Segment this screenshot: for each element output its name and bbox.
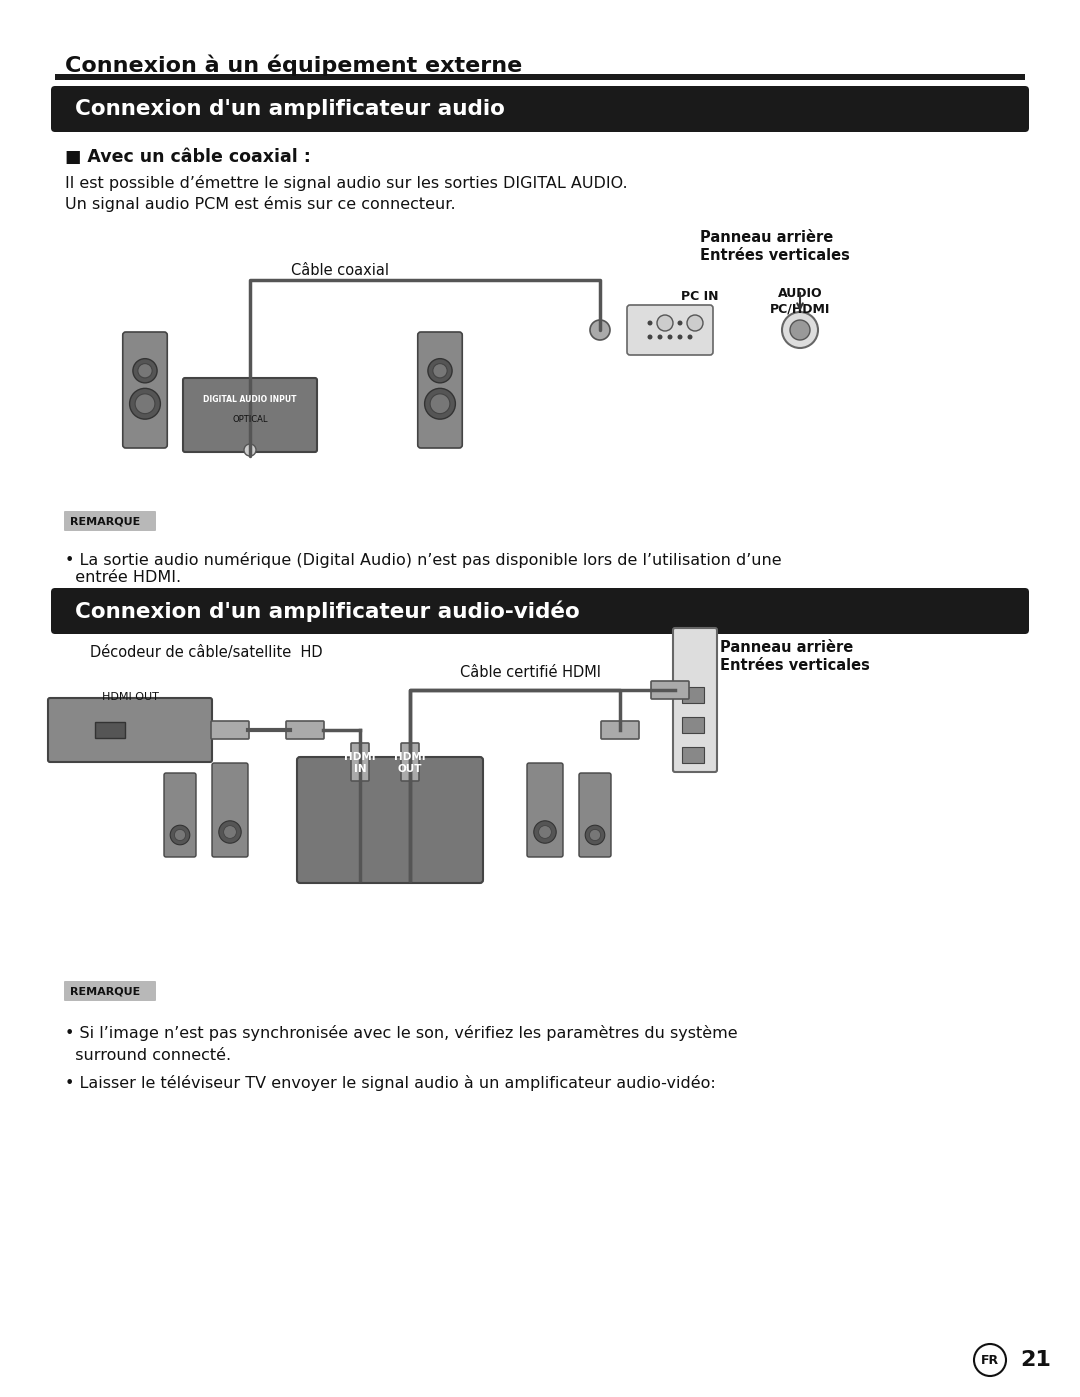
FancyBboxPatch shape bbox=[627, 305, 713, 355]
Circle shape bbox=[424, 388, 456, 419]
Text: Connexion d'un amplificateur audio-vidéo: Connexion d'un amplificateur audio-vidéo bbox=[75, 601, 580, 622]
FancyBboxPatch shape bbox=[401, 743, 419, 781]
Text: Panneau arrière: Panneau arrière bbox=[700, 231, 834, 244]
Text: AUDIO
PC/HDMI: AUDIO PC/HDMI bbox=[770, 286, 831, 314]
Circle shape bbox=[244, 444, 256, 455]
FancyBboxPatch shape bbox=[51, 588, 1029, 634]
Circle shape bbox=[430, 394, 450, 414]
Circle shape bbox=[658, 320, 662, 326]
Text: HDMI OUT: HDMI OUT bbox=[102, 692, 159, 703]
Text: Il est possible d’émettre le signal audio sur les sorties DIGITAL AUDIO.: Il est possible d’émettre le signal audi… bbox=[65, 175, 627, 191]
FancyBboxPatch shape bbox=[211, 721, 249, 739]
Circle shape bbox=[138, 363, 152, 379]
Text: OPTICAL: OPTICAL bbox=[232, 415, 268, 425]
Text: Câble coaxial: Câble coaxial bbox=[291, 263, 389, 278]
Text: Entrées verticales: Entrées verticales bbox=[700, 249, 850, 263]
FancyBboxPatch shape bbox=[681, 687, 704, 703]
Text: Un signal audio PCM est émis sur ce connecteur.: Un signal audio PCM est émis sur ce conn… bbox=[65, 196, 456, 212]
FancyBboxPatch shape bbox=[51, 87, 1029, 131]
Circle shape bbox=[688, 320, 692, 326]
Text: • La sortie audio numérique (Digital Audio) n’est pas disponible lors de l’utili: • La sortie audio numérique (Digital Aud… bbox=[65, 552, 782, 585]
Circle shape bbox=[677, 320, 683, 326]
Circle shape bbox=[648, 334, 652, 339]
FancyBboxPatch shape bbox=[351, 743, 369, 781]
Text: Câble certifié HDMI: Câble certifié HDMI bbox=[459, 665, 600, 680]
FancyBboxPatch shape bbox=[527, 763, 563, 856]
FancyBboxPatch shape bbox=[579, 773, 611, 856]
Circle shape bbox=[648, 320, 652, 326]
Text: Connexion d'un amplificateur audio: Connexion d'un amplificateur audio bbox=[75, 99, 504, 119]
Text: REMARQUE: REMARQUE bbox=[70, 986, 140, 996]
Circle shape bbox=[667, 320, 673, 326]
FancyBboxPatch shape bbox=[48, 698, 212, 761]
Circle shape bbox=[539, 826, 552, 838]
Text: 21: 21 bbox=[1020, 1350, 1051, 1370]
FancyBboxPatch shape bbox=[681, 717, 704, 733]
Circle shape bbox=[219, 821, 241, 844]
Circle shape bbox=[688, 334, 692, 339]
FancyBboxPatch shape bbox=[600, 721, 639, 739]
Circle shape bbox=[174, 830, 186, 841]
Circle shape bbox=[782, 312, 818, 348]
Text: REMARQUE: REMARQUE bbox=[70, 515, 140, 527]
Text: DIGITAL AUDIO INPUT: DIGITAL AUDIO INPUT bbox=[203, 395, 297, 405]
Circle shape bbox=[171, 826, 190, 845]
Text: Connexion à un équipement externe: Connexion à un équipement externe bbox=[65, 54, 523, 77]
Circle shape bbox=[667, 334, 673, 339]
Text: HDMI
OUT: HDMI OUT bbox=[394, 752, 426, 774]
FancyBboxPatch shape bbox=[183, 379, 318, 453]
Circle shape bbox=[585, 826, 605, 845]
Circle shape bbox=[590, 320, 610, 339]
FancyBboxPatch shape bbox=[64, 511, 156, 531]
FancyBboxPatch shape bbox=[651, 680, 689, 698]
FancyBboxPatch shape bbox=[286, 721, 324, 739]
Circle shape bbox=[677, 334, 683, 339]
Circle shape bbox=[428, 359, 453, 383]
Circle shape bbox=[224, 826, 237, 838]
Circle shape bbox=[133, 359, 157, 383]
Text: ■ Avec un câble coaxial :: ■ Avec un câble coaxial : bbox=[65, 148, 311, 166]
Circle shape bbox=[789, 320, 810, 339]
Text: Panneau arrière: Panneau arrière bbox=[720, 640, 853, 655]
Text: FR: FR bbox=[981, 1354, 999, 1366]
Text: Décodeur de câble/satellite  HD: Décodeur de câble/satellite HD bbox=[90, 645, 323, 659]
Text: Entrées verticales: Entrées verticales bbox=[720, 658, 869, 673]
FancyBboxPatch shape bbox=[418, 332, 462, 448]
FancyBboxPatch shape bbox=[64, 981, 156, 1002]
FancyBboxPatch shape bbox=[123, 332, 167, 448]
FancyBboxPatch shape bbox=[55, 74, 1025, 80]
Circle shape bbox=[658, 334, 662, 339]
Circle shape bbox=[974, 1344, 1005, 1376]
FancyBboxPatch shape bbox=[297, 757, 483, 883]
Text: PC IN: PC IN bbox=[681, 291, 719, 303]
FancyBboxPatch shape bbox=[95, 722, 125, 738]
Text: • Laisser le téléviseur TV envoyer le signal audio à un amplificateur audio-vidé: • Laisser le téléviseur TV envoyer le si… bbox=[65, 1076, 716, 1091]
Circle shape bbox=[590, 830, 600, 841]
Text: HDMI
IN: HDMI IN bbox=[345, 752, 376, 774]
FancyBboxPatch shape bbox=[212, 763, 248, 856]
Circle shape bbox=[135, 394, 154, 414]
FancyBboxPatch shape bbox=[681, 747, 704, 763]
Text: • Si l’image n’est pas synchronisée avec le son, vérifiez les paramètres du syst: • Si l’image n’est pas synchronisée avec… bbox=[65, 1025, 738, 1041]
Circle shape bbox=[130, 388, 161, 419]
Circle shape bbox=[433, 363, 447, 379]
FancyBboxPatch shape bbox=[673, 629, 717, 773]
FancyBboxPatch shape bbox=[164, 773, 195, 856]
Circle shape bbox=[687, 314, 703, 331]
Text: surround connecté.: surround connecté. bbox=[65, 1048, 231, 1063]
Circle shape bbox=[657, 314, 673, 331]
Circle shape bbox=[534, 821, 556, 844]
